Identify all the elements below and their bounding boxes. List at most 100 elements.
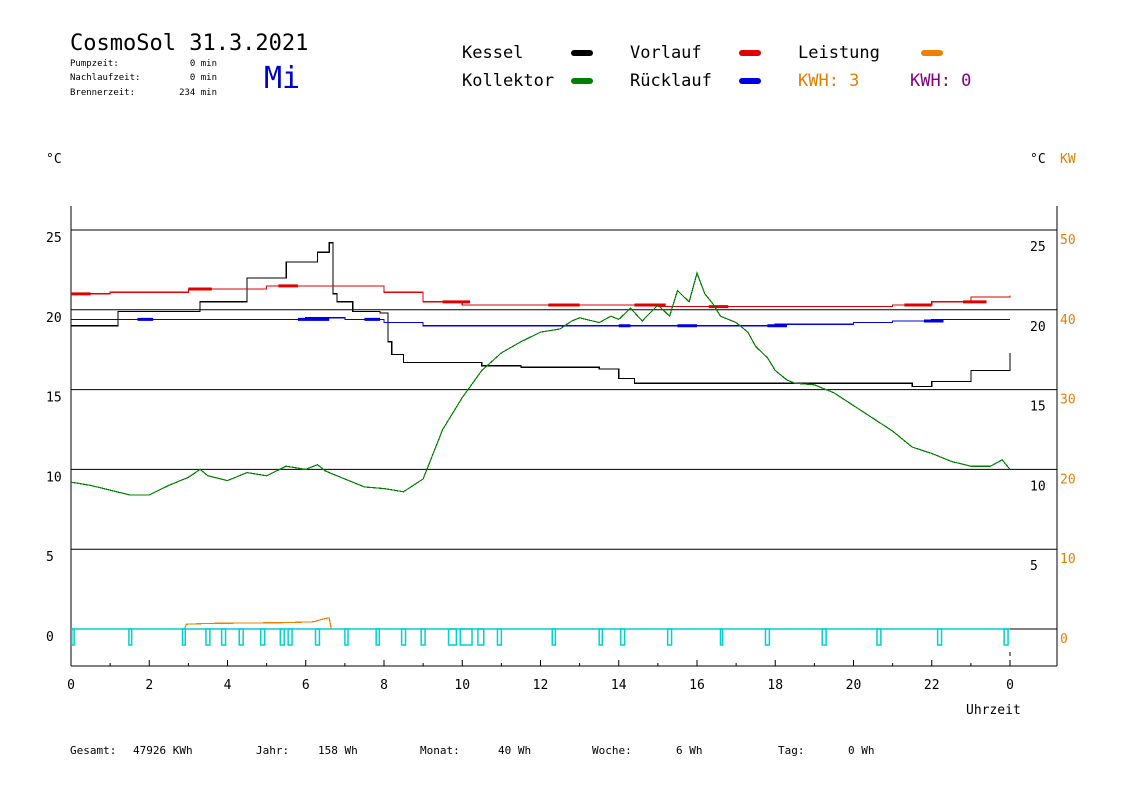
left-tick-label: 15 (46, 391, 62, 406)
pump-pulse (447, 628, 458, 646)
left-tick-labels: 25 20 15 10 5 0 (46, 231, 62, 645)
x-tick-label: 12 (533, 678, 549, 693)
grid-lines (71, 229, 1057, 630)
kwh-solar-label: KWH: 3 (798, 71, 859, 91)
pump-pulse (876, 628, 882, 646)
kwh-burner-label: KWH: 0 (910, 71, 971, 91)
brennerzeit-label: Brennerzeit: (70, 88, 135, 98)
x-tick-label: 10 (454, 678, 470, 693)
nachlaufzeit-value: 0 min (190, 73, 217, 83)
pump-pulse (551, 628, 557, 646)
pump-pulse (821, 628, 827, 646)
right-unit-label: °C (1030, 152, 1046, 167)
x-tick-labels: 0 2 4 6 8 10 12 14 16 18 20 22 0 (67, 678, 1014, 693)
pump-pulse (1003, 628, 1009, 646)
kw-tick-label: 20 (1060, 472, 1076, 487)
pump-pulse (128, 628, 133, 646)
pump-pulse (71, 628, 75, 646)
legend-vorlauf-label: Vorlauf (630, 43, 702, 63)
legend-kessel-label: Kessel (462, 43, 523, 63)
pump-pulse (459, 628, 473, 646)
left-unit-label: °C (46, 152, 62, 167)
footer-monat-label: Monat: (420, 744, 460, 757)
series-line-vorlauf (71, 285, 1011, 308)
x-tick-label: 20 (846, 678, 862, 693)
x-tick-label: 0 (67, 678, 75, 693)
series-line-kollektor (70, 271, 1011, 496)
pump-pulse (181, 628, 186, 646)
footer-woche-value: 6 Wh (676, 744, 703, 757)
axes-frame (70, 206, 1058, 667)
pump-pulse (400, 628, 407, 646)
left-tick-label: 5 (46, 550, 54, 565)
series-pumpe (71, 628, 1010, 646)
pump-pulse (220, 628, 227, 646)
x-tick-label: 2 (145, 678, 153, 693)
footer-tag-value: 0 Wh (848, 744, 875, 757)
pump-pulse (287, 628, 293, 646)
right-tick-label: 5 (1030, 559, 1038, 574)
x-tick-label: 18 (767, 678, 783, 693)
x-tick-label: 22 (924, 678, 940, 693)
kw-tick-label: 0 (1060, 632, 1068, 647)
series-layer (70, 242, 1011, 646)
pump-pulse (496, 628, 503, 646)
pump-pulse (477, 628, 485, 646)
pumpzeit-value: 0 min (190, 59, 217, 69)
brennerzeit-value: 234 min (179, 88, 217, 98)
pump-pulse (238, 628, 244, 646)
x-tick-label: 6 (302, 678, 310, 693)
legend-kollektor-label: Kollektor (462, 71, 554, 91)
legend-ruecklauf-label: Rücklauf (630, 71, 712, 91)
footer-jahr-value: 158 Wh (318, 744, 358, 757)
chart-title: CosmoSol 31.3.2021 (70, 31, 308, 56)
pump-pulse (279, 628, 285, 646)
pump-pulse (619, 628, 626, 646)
kw-tick-label: 10 (1060, 552, 1076, 567)
footer-woche-label: Woche: (592, 744, 632, 757)
kw-tick-label: 40 (1060, 313, 1076, 328)
legend-leistung-label: Leistung (798, 43, 880, 63)
footer-gesamt-value: 47926 KWh (133, 744, 193, 757)
pump-pulse (666, 628, 673, 646)
kw-tick-label: 30 (1060, 393, 1076, 408)
left-tick-label: 25 (46, 231, 62, 246)
series-line-kessel (71, 242, 1011, 388)
x-tick-label: 8 (380, 678, 388, 693)
x-tick-label: 0 (1006, 678, 1014, 693)
pump-pulse (205, 628, 211, 646)
pump-pulse (598, 628, 604, 646)
right-tick-label: 20 (1030, 320, 1046, 335)
right-tick-labels: 25 20 15 10 5 (1030, 240, 1046, 574)
footer-gesamt-label: Gesamt: (70, 744, 116, 757)
right-kw-unit-label: KW (1060, 152, 1076, 167)
pump-pulse (764, 628, 771, 646)
footer-jahr-label: Jahr: (256, 744, 289, 757)
pumpzeit-label: Pumpzeit: (70, 59, 119, 69)
pump-pulse (936, 628, 943, 646)
footer-tag-label: Tag: (778, 744, 805, 757)
pump-pulse (314, 628, 321, 646)
footer-monat-value: 40 Wh (498, 744, 531, 757)
kw-tick-labels: 50 40 30 20 10 0 (1060, 233, 1076, 647)
nachlaufzeit-label: Nachlaufzeit: (70, 73, 140, 83)
x-axis-label: Uhrzeit (966, 703, 1021, 718)
series-line-r-cklauf (71, 317, 1010, 327)
left-tick-label: 10 (46, 470, 62, 485)
pump-pulse (375, 628, 381, 646)
pump-pulse (420, 628, 426, 646)
right-tick-label: 10 (1030, 479, 1046, 494)
weekday-label: Mi (264, 61, 300, 96)
x-tick-label: 14 (611, 678, 627, 693)
right-tick-label: 25 (1030, 240, 1046, 255)
kw-tick-label: 50 (1060, 233, 1076, 248)
x-tick-label: 4 (224, 678, 232, 693)
x-tick-label: 16 (689, 678, 705, 693)
right-tick-label: 15 (1030, 400, 1046, 415)
pump-pulse (260, 628, 266, 646)
pump-pulse (344, 628, 349, 646)
series-line-leistung (71, 617, 332, 630)
pump-pulse (719, 628, 724, 646)
left-tick-label: 20 (46, 311, 62, 326)
